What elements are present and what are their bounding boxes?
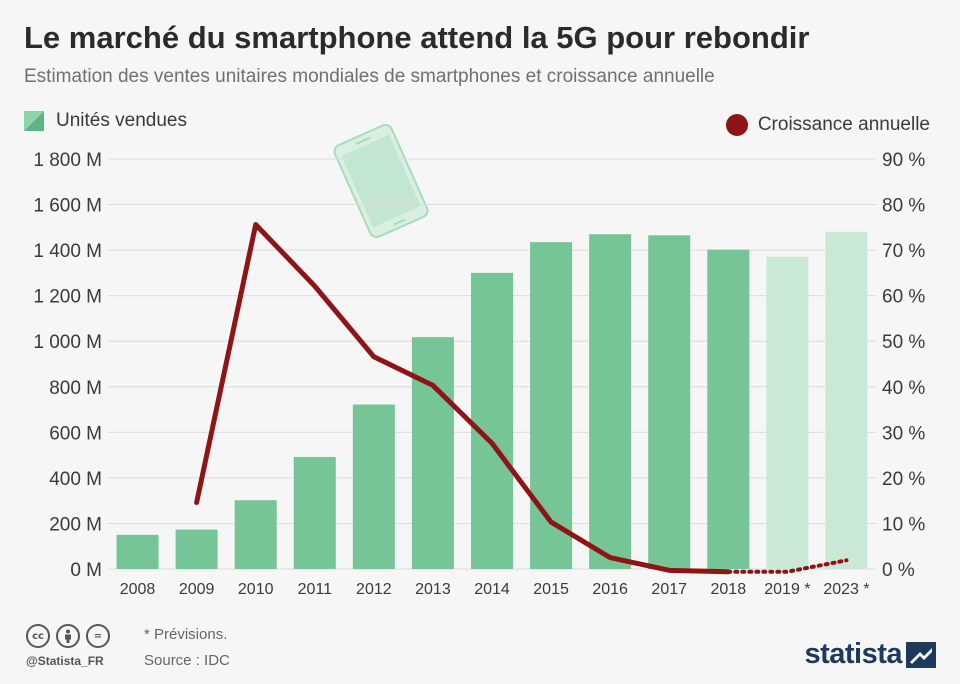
- y-right-tick-label: 20 %: [882, 469, 925, 490]
- bar-2016: [589, 234, 632, 569]
- statista-mark-icon: [906, 641, 936, 668]
- y-right-tick-label: 10 %: [882, 514, 925, 535]
- y-left-tick-label: 1 800 M: [33, 150, 102, 171]
- growth-line-solid: [194, 222, 731, 575]
- y-right-tick-label: 40 %: [882, 378, 925, 399]
- x-tick-label: 2015: [533, 581, 569, 598]
- legend-line-label: Croissance annuelle: [757, 114, 930, 135]
- bar-2023: [825, 231, 868, 569]
- statista-logo[interactable]: statista: [804, 638, 936, 671]
- y-right-tick-label: 30 %: [882, 423, 925, 444]
- x-tick-label: 2014: [474, 581, 510, 598]
- x-tick-label: 2010: [238, 581, 274, 598]
- bar-2013: [411, 337, 454, 569]
- y-right-tick-label: 50 %: [882, 332, 925, 353]
- chart-subtitle: Estimation des ventes unitaires mondiale…: [24, 66, 715, 87]
- y-right-tick-label: 80 %: [882, 196, 925, 217]
- bar-2009: [175, 529, 218, 569]
- smartphone-illustration-icon: [333, 123, 429, 239]
- line-dot-icon: [725, 114, 748, 136]
- y-left-tick-label: 1 000 M: [33, 332, 102, 353]
- x-tick-label: 2013: [415, 581, 451, 598]
- y-left-tick-label: 1 200 M: [33, 287, 102, 308]
- license-icons: cc =: [26, 624, 110, 648]
- forecast-note: * Prévisions.: [144, 626, 228, 643]
- x-tick-label: 2008: [120, 581, 156, 598]
- y-right-tick-label: 0 %: [882, 560, 915, 581]
- x-tick-label: 2009: [179, 581, 215, 598]
- x-tick-label: 2017: [651, 581, 687, 598]
- bar-2014: [471, 272, 513, 569]
- bar-2015: [530, 242, 573, 569]
- y-left-tick-label: 1 400 M: [33, 241, 102, 262]
- bar-2011: [293, 456, 336, 569]
- bar-2010: [234, 500, 277, 569]
- legend-bars-label: Unités vendues: [56, 110, 187, 131]
- y-left-tick-label: 600 M: [49, 423, 102, 444]
- legend-line: Croissance annuelle: [725, 114, 930, 136]
- x-tick-label: 2012: [356, 581, 392, 598]
- source-note: Source : IDC: [144, 652, 230, 669]
- bar-2019: [766, 256, 809, 569]
- bar-2018: [707, 249, 750, 569]
- y-left-tick-label: 800 M: [49, 378, 102, 399]
- y-left-tick-label: 0 M: [70, 560, 102, 581]
- y-right-tick-label: 90 %: [882, 150, 925, 171]
- chart-title: Le marché du smartphone attend la 5G pou…: [24, 20, 810, 55]
- x-tick-label: 2023 *: [823, 581, 869, 598]
- legend-bars: Unités vendues: [24, 110, 187, 132]
- x-tick-label: 2019 *: [764, 581, 810, 598]
- y-left-tick-label: 200 M: [49, 514, 102, 535]
- logo-text: statista: [804, 638, 902, 670]
- y-left-tick-label: 400 M: [49, 469, 102, 490]
- no-derivatives-icon[interactable]: =: [86, 624, 110, 648]
- y-right-tick-label: 60 %: [882, 287, 925, 308]
- x-tick-label: 2011: [298, 581, 333, 598]
- x-tick-label: 2018: [711, 581, 747, 598]
- y-left-tick-label: 1 600 M: [33, 196, 102, 217]
- bar-2012: [352, 404, 395, 569]
- bar-2008: [116, 534, 159, 569]
- bar-swatch-icon: [24, 111, 44, 131]
- bar-2017: [648, 235, 691, 570]
- growth-line-forecast: [726, 558, 849, 574]
- social-handle[interactable]: @Statista_FR: [26, 654, 104, 668]
- attribution-icon[interactable]: [56, 624, 80, 648]
- y-right-tick-label: 70 %: [882, 241, 925, 262]
- creative-commons-icon[interactable]: cc: [26, 624, 50, 648]
- x-tick-label: 2016: [592, 581, 628, 598]
